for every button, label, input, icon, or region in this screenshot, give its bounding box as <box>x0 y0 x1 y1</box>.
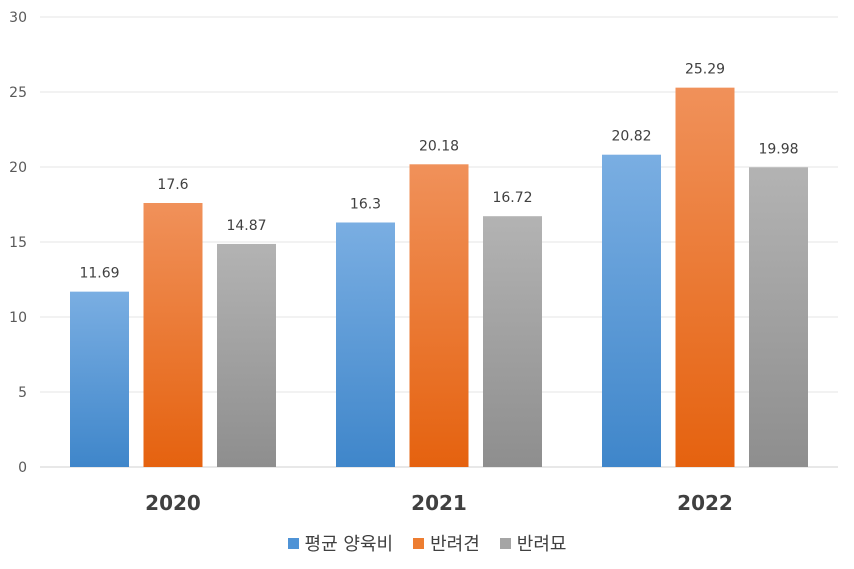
data-labels: 11.69 17.6 14.87 16.3 20.18 16.72 20.82 25.29 19… <box>79 62 798 282</box>
data-label-2022-series-1: 25.29 <box>685 62 725 78</box>
y-tick-label: 10 <box>9 310 27 326</box>
y-tick-label: 20 <box>9 160 27 176</box>
legend-item-series-1: 반려견 <box>413 530 480 556</box>
y-tick-label: 25 <box>9 85 27 101</box>
legend-item-series-2: 반려묘 <box>499 530 567 556</box>
y-tick-label: 0 <box>18 460 27 476</box>
legend: 평균 양육비 반려견 반려묘 <box>0 530 854 556</box>
legend-label-series-0: 평균 양육비 <box>304 534 394 555</box>
y-axis: 0 5 10 15 20 25 30 <box>9 10 27 476</box>
data-label-2021-series-2: 16.72 <box>492 190 532 206</box>
y-tick-label: 5 <box>18 385 27 401</box>
bar-2021-series-1 <box>409 164 469 468</box>
bar-2022-series-2 <box>749 167 808 468</box>
y-tick-label: 15 <box>9 235 27 251</box>
x-tick-label-2022: 2022 <box>677 491 733 515</box>
bar-2022-series-0 <box>602 154 661 467</box>
bars <box>70 87 808 468</box>
bar-2020-series-2 <box>217 243 276 467</box>
data-label-2020-series-1: 17.6 <box>157 177 188 193</box>
bar-2022-series-1 <box>675 87 735 468</box>
x-tick-label-2021: 2021 <box>411 491 467 515</box>
data-label-2021-series-1: 20.18 <box>419 138 459 154</box>
x-axis: 2020 2021 2022 <box>145 491 733 515</box>
bar-2021-series-0 <box>336 222 395 467</box>
data-label-2020-series-0: 11.69 <box>79 266 119 282</box>
legend-swatch-series-1 <box>413 537 425 549</box>
data-label-2022-series-2: 19.98 <box>758 141 798 157</box>
data-label-2020-series-2: 14.87 <box>226 218 266 234</box>
bar-2021-series-2 <box>483 216 542 467</box>
legend-item-series-0: 평균 양육비 <box>287 530 394 556</box>
bar-2020-series-0 <box>70 291 129 467</box>
legend-label-series-1: 반려견 <box>430 534 480 555</box>
legend-label-series-2: 반려묘 <box>516 534 567 555</box>
x-tick-label-2020: 2020 <box>145 491 201 515</box>
data-label-2021-series-0: 16.3 <box>350 197 381 213</box>
legend-swatch-series-2 <box>499 537 511 549</box>
y-tick-label: 30 <box>9 10 27 26</box>
bar-2020-series-1 <box>143 203 203 467</box>
data-label-2022-series-0: 20.82 <box>611 129 651 145</box>
legend-swatch-series-0 <box>287 537 299 549</box>
